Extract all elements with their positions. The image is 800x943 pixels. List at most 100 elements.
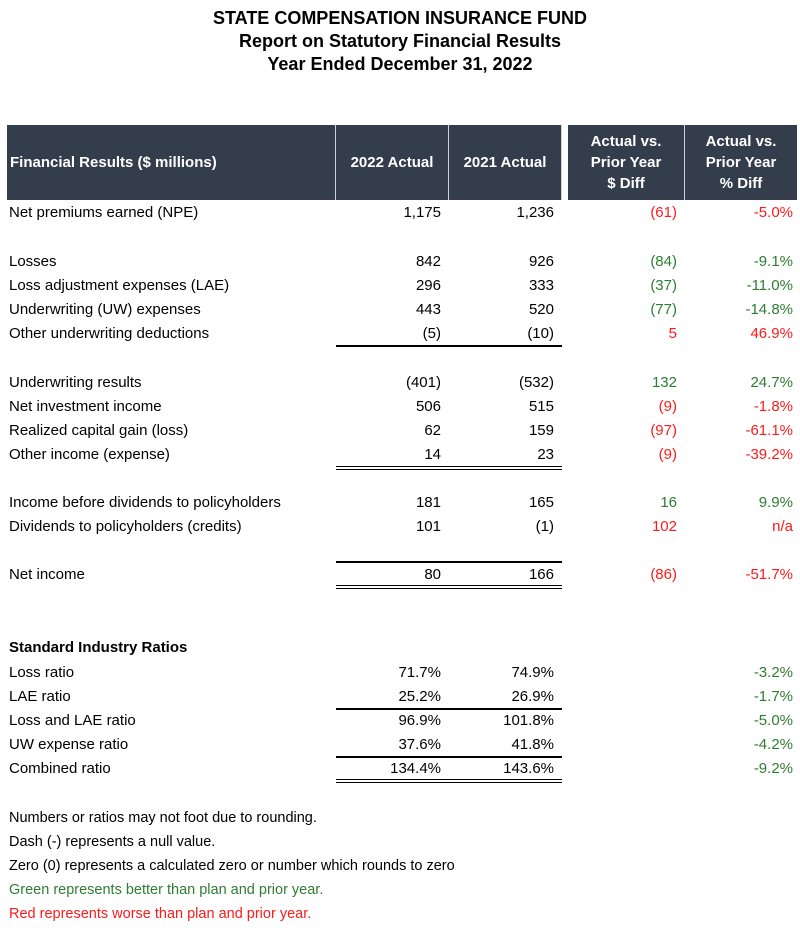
value-2021: (532) bbox=[518, 374, 554, 391]
ratio-subtotal-rule bbox=[336, 756, 562, 758]
value-2021: 926 bbox=[528, 253, 554, 270]
ratios-heading: Standard Industry Ratios bbox=[7, 636, 797, 660]
row-label: Income before dividends to policyholders bbox=[9, 494, 281, 511]
header-dollar-diff: Actual vs. Prior Year $ Diff bbox=[568, 125, 685, 200]
value-2022: 80 bbox=[424, 566, 441, 583]
value-2022: 14 bbox=[424, 446, 441, 463]
dollar-diff: 102 bbox=[651, 518, 677, 535]
row-label: Net premiums earned (NPE) bbox=[9, 204, 199, 221]
title-line-2: Report on Statutory Financial Results bbox=[238, 31, 562, 51]
ratio-row: Loss ratio 71.7% 74.9% -3.2% bbox=[7, 661, 797, 685]
value-2022: 1,175 bbox=[403, 204, 441, 221]
dollar-diff: 132 bbox=[651, 374, 677, 391]
table-row: Other underwriting deductions (5) (10) 5 46.… bbox=[7, 322, 797, 346]
table-row: Dividends to policyholders (credits) 101 (… bbox=[7, 515, 797, 539]
ratio-label: Loss and LAE ratio bbox=[9, 712, 136, 729]
ratio-2021: 101.8% bbox=[503, 712, 554, 729]
pct-diff: -5.0% bbox=[753, 204, 793, 221]
row-label: Loss adjustment expenses (LAE) bbox=[9, 277, 230, 294]
row-label: Underwriting results bbox=[9, 374, 142, 391]
value-2022: 842 bbox=[415, 253, 441, 270]
ratio-label: LAE ratio bbox=[9, 688, 71, 705]
pct-diff: 24.7% bbox=[750, 374, 793, 391]
header-2022: 2022 Actual bbox=[336, 125, 449, 200]
pct-diff: -14.8% bbox=[745, 301, 793, 318]
subtotal-rule bbox=[336, 466, 562, 470]
row-label: Net investment income bbox=[9, 398, 162, 415]
ratio-row: LAE ratio 25.2% 26.9% -1.7% bbox=[7, 685, 797, 709]
pct-diff: -1.8% bbox=[753, 398, 793, 415]
dollar-diff: (37) bbox=[650, 277, 677, 294]
ratio-2022: 37.6% bbox=[398, 736, 441, 753]
row-label: Underwriting (UW) expenses bbox=[9, 301, 201, 318]
ratio-pct-diff: -5.0% bbox=[753, 712, 793, 729]
subtotal-rule bbox=[336, 345, 562, 347]
ratio-total-double-rule bbox=[336, 779, 562, 783]
row-label: Other income (expense) bbox=[9, 446, 170, 463]
ratio-2021: 143.6% bbox=[503, 760, 554, 777]
pct-diff: 9.9% bbox=[758, 494, 793, 511]
dollar-diff: (86) bbox=[650, 566, 677, 583]
row-label: Realized capital gain (loss) bbox=[9, 422, 189, 439]
table-row: Realized capital gain (loss) 62 159 (97) -61… bbox=[7, 419, 797, 443]
row-label: Net income bbox=[9, 566, 85, 583]
footnote: Numbers or ratios may not foot due to ro… bbox=[9, 810, 317, 826]
footnote: Red represents worse than plan and prior… bbox=[9, 906, 312, 922]
ratio-row: UW expense ratio 37.6% 41.8% -4.2% bbox=[7, 733, 797, 757]
header-2021: 2021 Actual bbox=[449, 125, 562, 200]
pct-diff: -9.1% bbox=[753, 253, 793, 270]
ratio-pct-diff: -3.2% bbox=[753, 664, 793, 681]
ratio-2021: 41.8% bbox=[511, 736, 554, 753]
ratio-label: Combined ratio bbox=[9, 760, 111, 777]
value-2022: (401) bbox=[405, 374, 441, 391]
table-row: Losses 842 926 (84) -9.1% bbox=[7, 250, 797, 274]
ratio-2022: 96.9% bbox=[398, 712, 441, 729]
ratio-2021: 74.9% bbox=[511, 664, 554, 681]
dollar-diff: 5 bbox=[668, 325, 677, 342]
footnote: Dash (-) represents a null value. bbox=[9, 834, 216, 850]
table-row: Net income 80 166 (86) -51.7% bbox=[7, 563, 797, 587]
ratios-heading-label: Standard Industry Ratios bbox=[9, 639, 188, 656]
value-2022: 443 bbox=[415, 301, 441, 318]
dollar-diff: (84) bbox=[650, 253, 677, 270]
title-line-1: STATE COMPENSATION INSURANCE FUND bbox=[212, 8, 587, 28]
row-label: Dividends to policyholders (credits) bbox=[9, 518, 242, 535]
table-row: Loss adjustment expenses (LAE) 296 333 (37)… bbox=[7, 274, 797, 298]
value-2022: 506 bbox=[415, 398, 441, 415]
value-2022: 62 bbox=[424, 422, 441, 439]
ratio-2021: 26.9% bbox=[511, 688, 554, 705]
value-2021: 520 bbox=[528, 301, 554, 318]
value-2021: 515 bbox=[528, 398, 554, 415]
ratio-row: Loss and LAE ratio 96.9% 101.8% -5.0% bbox=[7, 709, 797, 733]
pct-diff: -39.2% bbox=[745, 446, 793, 463]
footnote: Green represents better than plan and pr… bbox=[9, 882, 324, 898]
value-2021: (10) bbox=[527, 325, 554, 342]
value-2022: 296 bbox=[415, 277, 441, 294]
value-2021: 23 bbox=[537, 446, 554, 463]
pct-diff: -51.7% bbox=[745, 566, 793, 583]
value-2021: 333 bbox=[528, 277, 554, 294]
ratio-subtotal-rule bbox=[336, 708, 562, 710]
ratio-pct-diff: -4.2% bbox=[753, 736, 793, 753]
value-2021: 165 bbox=[528, 494, 554, 511]
pct-diff: -11.0% bbox=[746, 277, 793, 294]
dollar-diff: (9) bbox=[658, 446, 677, 463]
ratio-2022: 134.4% bbox=[390, 760, 441, 777]
dollar-diff: (61) bbox=[650, 204, 677, 221]
table-row: Underwriting (UW) expenses 443 520 (77) -14.… bbox=[7, 298, 797, 322]
table-header: Financial Results ($ millions) 2022 Actu… bbox=[7, 125, 797, 200]
ratio-pct-diff: -9.2% bbox=[753, 760, 793, 777]
ratio-2022: 25.2% bbox=[398, 688, 441, 705]
footnote: Zero (0) represents a calculated zero or… bbox=[9, 858, 455, 874]
table-row: Underwriting results (401) (532) 132 24.7% bbox=[7, 371, 797, 395]
pct-diff: -61.1% bbox=[745, 422, 793, 439]
dollar-diff: (97) bbox=[650, 422, 677, 439]
table-row: Income before dividends to policyholders… bbox=[7, 491, 797, 515]
title-line-3: Year Ended December 31, 2022 bbox=[267, 54, 533, 74]
table-row: Net premiums earned (NPE) 1,175 1,236 (61) -… bbox=[7, 201, 797, 225]
header-label: Financial Results ($ millions) bbox=[7, 125, 336, 200]
dollar-diff: (9) bbox=[658, 398, 677, 415]
value-2021: 166 bbox=[528, 566, 554, 583]
ratio-label: Loss ratio bbox=[9, 664, 75, 681]
total-rule bbox=[336, 561, 562, 563]
